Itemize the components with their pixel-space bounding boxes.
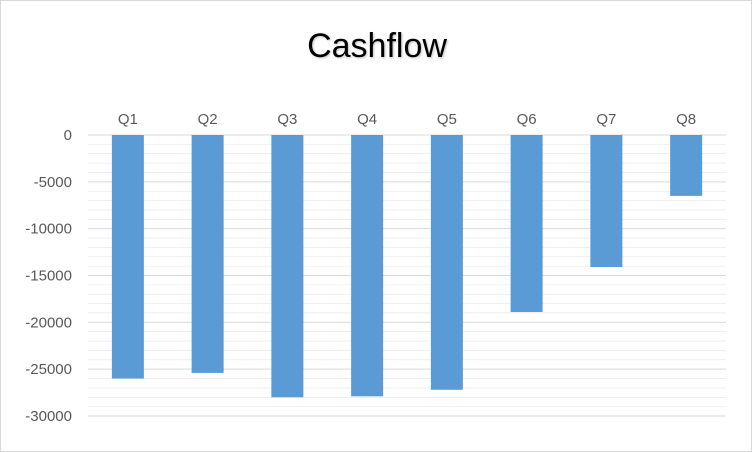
y-tick-label: -5000 bbox=[34, 174, 72, 191]
y-tick-label: -15000 bbox=[25, 268, 72, 285]
category-label: Q8 bbox=[676, 111, 696, 128]
category-label: Q5 bbox=[437, 111, 457, 128]
bar bbox=[191, 135, 224, 373]
chart-title: Cashflow bbox=[307, 27, 447, 65]
y-tick-label: -20000 bbox=[25, 314, 72, 331]
bar bbox=[590, 135, 623, 268]
bar bbox=[271, 135, 304, 398]
bar bbox=[351, 135, 384, 397]
bar bbox=[510, 135, 543, 313]
y-tick-label: -25000 bbox=[25, 361, 72, 378]
category-label: Q1 bbox=[118, 111, 138, 128]
y-tick-label: 0 bbox=[64, 127, 72, 144]
y-tick-label: -30000 bbox=[25, 408, 72, 425]
bar bbox=[111, 135, 144, 379]
category-label: Q3 bbox=[277, 111, 297, 128]
category-label: Q2 bbox=[198, 111, 218, 128]
bar bbox=[670, 135, 703, 196]
category-label: Q6 bbox=[517, 111, 537, 128]
category-label: Q4 bbox=[357, 111, 377, 128]
y-tick-label: -10000 bbox=[25, 221, 72, 238]
bar bbox=[430, 135, 463, 390]
category-label: Q7 bbox=[596, 111, 616, 128]
